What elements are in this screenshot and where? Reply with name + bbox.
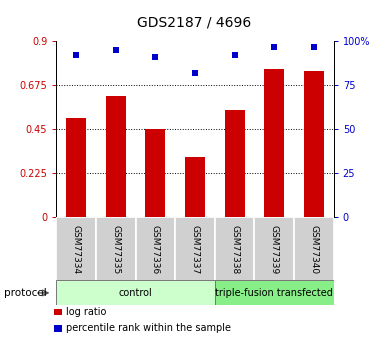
Text: GSM77335: GSM77335 — [111, 225, 120, 274]
Text: protocol: protocol — [4, 288, 47, 298]
Bar — [294, 217, 334, 281]
Bar — [225, 110, 244, 217]
Text: GSM77334: GSM77334 — [71, 225, 81, 274]
Bar — [185, 157, 205, 217]
Bar — [304, 71, 324, 217]
Bar — [56, 280, 215, 305]
Bar — [215, 280, 334, 305]
Text: control: control — [119, 288, 152, 298]
Bar — [255, 217, 294, 281]
Text: percentile rank within the sample: percentile rank within the sample — [66, 324, 231, 333]
Bar — [106, 96, 126, 217]
Text: GDS2187 / 4696: GDS2187 / 4696 — [137, 16, 251, 30]
Text: GSM77340: GSM77340 — [309, 225, 319, 274]
Bar — [96, 217, 135, 281]
Bar — [175, 217, 215, 281]
Bar — [56, 217, 96, 281]
Bar — [66, 118, 86, 217]
Text: log ratio: log ratio — [66, 307, 106, 317]
Bar — [135, 217, 175, 281]
Bar — [264, 69, 284, 217]
Bar — [146, 129, 165, 217]
Text: GSM77338: GSM77338 — [230, 225, 239, 274]
Bar — [215, 217, 255, 281]
Text: GSM77336: GSM77336 — [151, 225, 160, 274]
Text: GSM77339: GSM77339 — [270, 225, 279, 274]
Text: triple-fusion transfected: triple-fusion transfected — [215, 288, 333, 298]
Text: GSM77337: GSM77337 — [191, 225, 199, 274]
